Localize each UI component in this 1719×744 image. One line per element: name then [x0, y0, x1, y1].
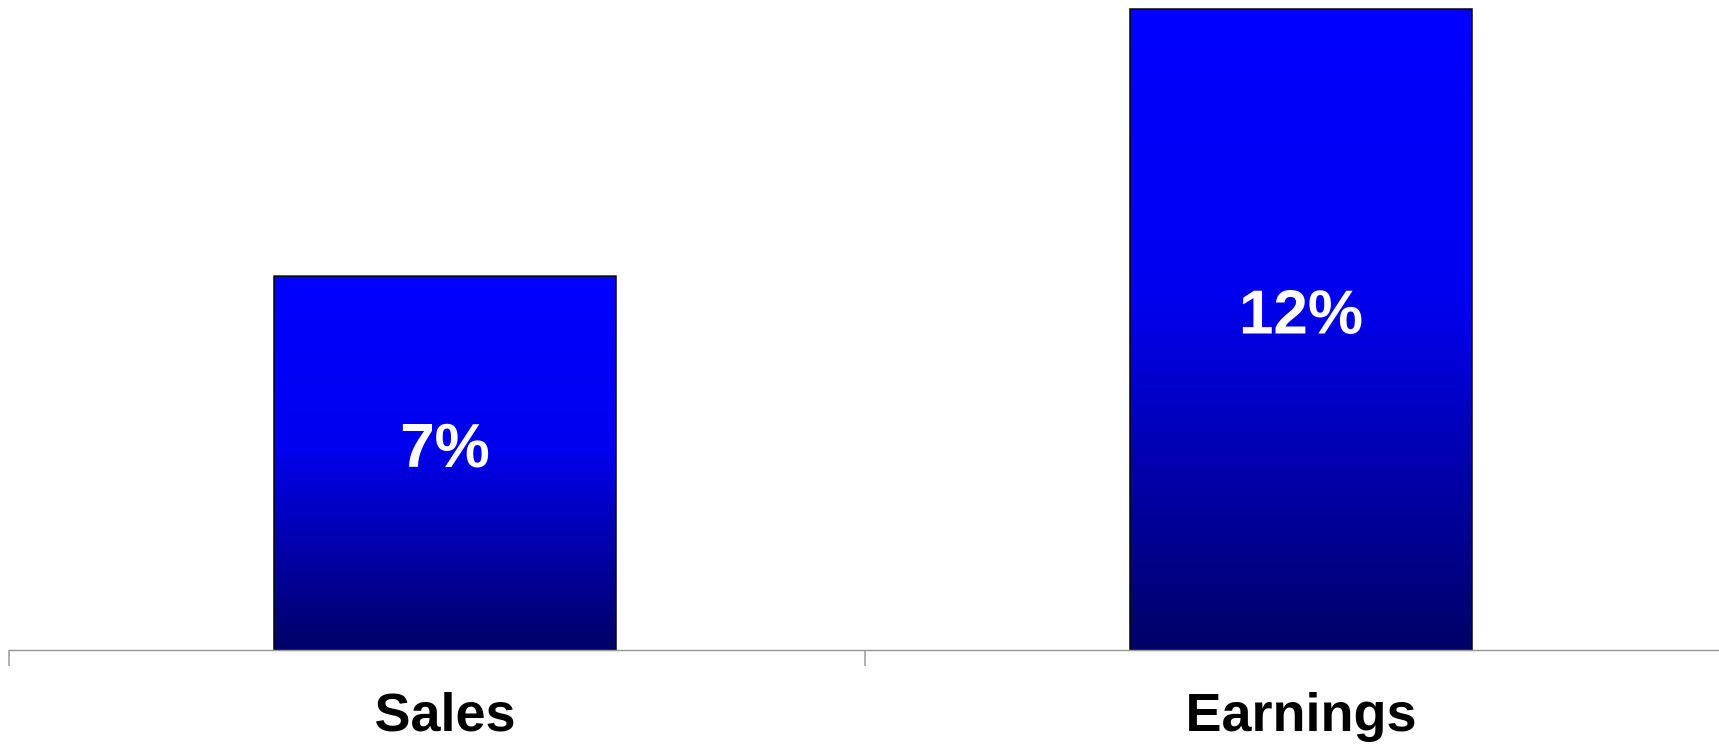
data-label-earnings: 12%: [1239, 279, 1363, 348]
category-label-earnings: Earnings: [1185, 683, 1416, 743]
data-label-sales: 7%: [400, 412, 490, 481]
bar-earnings: [1129, 8, 1473, 651]
bar-sales: [273, 275, 617, 651]
category-label-sales: Sales: [374, 683, 515, 743]
